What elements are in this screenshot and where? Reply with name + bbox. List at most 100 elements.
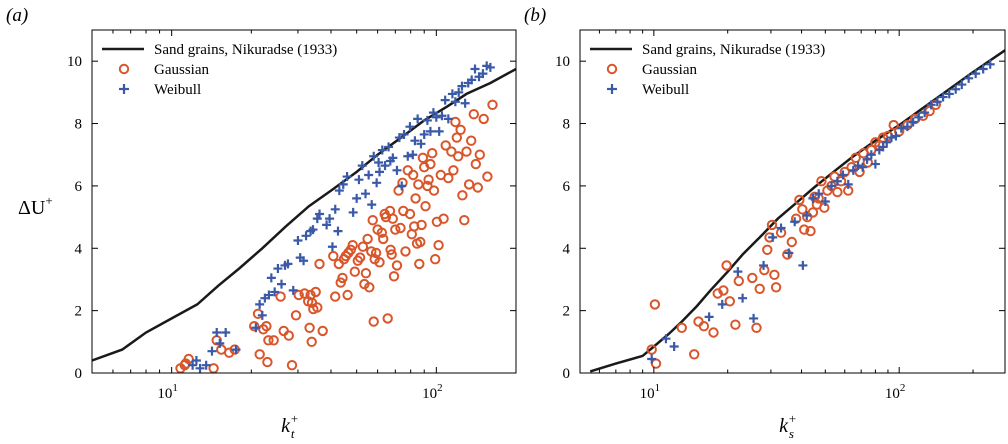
panel-b-legend: Sand grains, Nikuradse (1933) Gaussian W… [590, 42, 825, 98]
weibull-point [669, 341, 679, 351]
weibull-point [195, 363, 205, 373]
series-line-nikuradse [91, 67, 517, 362]
gaussian-point [443, 172, 454, 184]
weibull-point [257, 310, 267, 320]
weibull-point [891, 131, 901, 141]
weibull-point [431, 112, 441, 122]
gaussian-point [402, 165, 413, 176]
weibull-point [388, 153, 398, 163]
weibull-point [802, 211, 812, 221]
weibull-point [367, 200, 377, 210]
gaussian-point [747, 272, 758, 284]
weibull-point [978, 64, 988, 74]
x-tick-label: 101 [157, 382, 178, 402]
y-tick-label: 4 [563, 241, 571, 257]
weibull-point [377, 145, 387, 155]
weibull-point [467, 75, 477, 85]
weibull-point [207, 346, 217, 356]
weibull-point [273, 264, 283, 274]
weibull-point [434, 126, 444, 136]
panel-a-ticks: 0 2 4 6 8 10 101 102 [67, 30, 517, 402]
weibull-point [369, 151, 379, 161]
gaussian-point [754, 283, 765, 294]
gaussian-point [374, 257, 385, 268]
weibull-point [768, 232, 778, 242]
panel-a-axes-frame [91, 29, 517, 374]
weibull-point [255, 299, 265, 309]
gaussian-point [410, 193, 421, 204]
gaussian-point [413, 179, 424, 190]
y-tick-label: 0 [563, 366, 571, 382]
weibull-point [843, 179, 853, 189]
weibull-point [333, 226, 343, 236]
weibull-point [896, 123, 906, 133]
weibull-point [749, 313, 759, 323]
weibull-point [342, 172, 352, 182]
y-tick-label: 8 [75, 117, 83, 133]
weibull-point [784, 248, 794, 258]
y-tick-label: 8 [563, 117, 571, 133]
gaussian-point [254, 349, 265, 360]
gaussian-point [304, 322, 315, 333]
weibull-point [738, 293, 748, 303]
gaussian-point [416, 219, 427, 231]
gaussian-point [367, 215, 378, 226]
weibull-point [201, 360, 211, 370]
panel-a-label: (a) [6, 5, 28, 26]
gaussian-point [698, 321, 710, 332]
gaussian-point [290, 310, 302, 321]
weibull-point [191, 356, 201, 366]
weibull-point [410, 136, 420, 146]
y-tick-label: 10 [555, 54, 570, 70]
panel-a-marks [91, 61, 517, 374]
weibull-point [440, 95, 450, 105]
weibull-point [276, 279, 286, 289]
gaussian-point [360, 268, 372, 279]
gaussian-point [335, 277, 346, 288]
gaussian-point [293, 289, 304, 301]
gaussian-point [457, 190, 468, 201]
gaussian-point [461, 146, 472, 157]
x-tick-label: 101 [640, 382, 661, 402]
weibull-point [288, 285, 298, 295]
gaussian-point [249, 321, 260, 332]
weibull-point [357, 161, 367, 171]
weibull-point [334, 186, 344, 196]
gaussian-point [676, 322, 687, 333]
gaussian-point [472, 182, 483, 193]
weibull-point [790, 217, 800, 227]
weibull-point [315, 209, 325, 219]
gaussian-point [268, 335, 279, 346]
legend-gaussian-marker [118, 63, 130, 75]
panel-a: (a) 0 2 4 6 8 10 101 102 Sand grains, Nikuradse… [6, 5, 517, 441]
weibull-point [733, 267, 743, 277]
gaussian-point [782, 249, 793, 260]
legend-entry-weibull: Weibull [642, 82, 689, 98]
y-tick-label: 6 [563, 179, 571, 195]
weibull-point [838, 170, 848, 180]
weibull-point [776, 223, 786, 233]
gaussian-point [474, 149, 485, 160]
weibull-point [437, 111, 447, 121]
weibull-point [964, 73, 974, 83]
legend-entry-gaussian: Gaussian [154, 62, 209, 78]
weibull-point [944, 89, 954, 99]
weibull-point [798, 260, 808, 270]
gaussian-point [751, 322, 762, 333]
gaussian-point [790, 213, 802, 224]
gaussian-point [357, 241, 369, 252]
panel-b-label: (b) [524, 5, 546, 26]
weibull-point [932, 97, 942, 107]
weibull-point [403, 151, 413, 161]
weibull-point [231, 345, 241, 355]
weibull-point [266, 273, 276, 283]
y-tick-label: 2 [75, 304, 83, 320]
gaussian-point [430, 254, 441, 265]
gaussian-point [370, 247, 382, 259]
gaussian-point [428, 185, 440, 196]
gaussian-point [310, 286, 321, 298]
gaussian-point [466, 135, 477, 146]
weibull-point [902, 122, 912, 132]
weibull-point [325, 214, 335, 224]
panel-a-legend: Sand grains, Nikuradse (1933) Gaussian W… [102, 42, 337, 98]
